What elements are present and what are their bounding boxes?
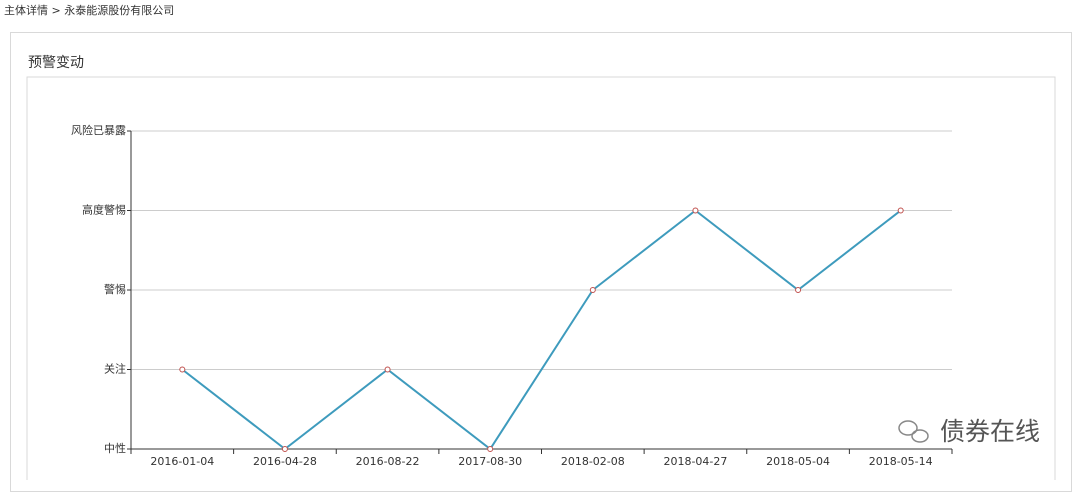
line [181,209,902,451]
x-tick-label: 2018-02-08 [561,455,625,468]
chart-frame [26,76,1056,480]
point [589,287,596,293]
watermark-icon [898,420,929,443]
point [384,366,391,373]
point [179,366,186,373]
y-tick-label: 关注 [104,362,126,376]
y-tick-label: 高度警惕 [82,203,126,217]
panel-title: 预警变动 [28,55,84,71]
x-tick-label: 2017-08-30 [458,455,522,468]
watermark: 债券在线 [940,417,1040,446]
x-tick-label: 2018-04-27 [663,455,727,468]
breadcrumb: 主体详情 > 永泰能源股份有限公司 [4,4,175,17]
y-tick-label: 风险已暴露 [71,123,126,137]
x-tick-label: 2016-01-04 [150,455,214,468]
point [897,207,904,214]
point [487,446,494,452]
x-tick-label: 2016-04-28 [253,455,317,468]
point [795,287,802,293]
x-tick-label: 2018-05-04 [766,455,830,468]
point [281,446,288,452]
x-tick-label: 2018-05-14 [869,455,933,468]
x-tick-label: 2016-08-22 [356,455,420,468]
y-tick-label: 警惕 [104,282,126,296]
y-tick-label: 中性 [104,441,126,455]
page: 主体详情 > 永泰能源股份有限公司 预警变动 债券在线 中性 关注 警惕 高度警惕 风险… [4,4,1072,492]
chart: 债券在线 中性 关注 警惕 高度警惕 风险已暴露 2016-01-04 2016-04-28… [26,76,1056,480]
point [692,207,699,214]
